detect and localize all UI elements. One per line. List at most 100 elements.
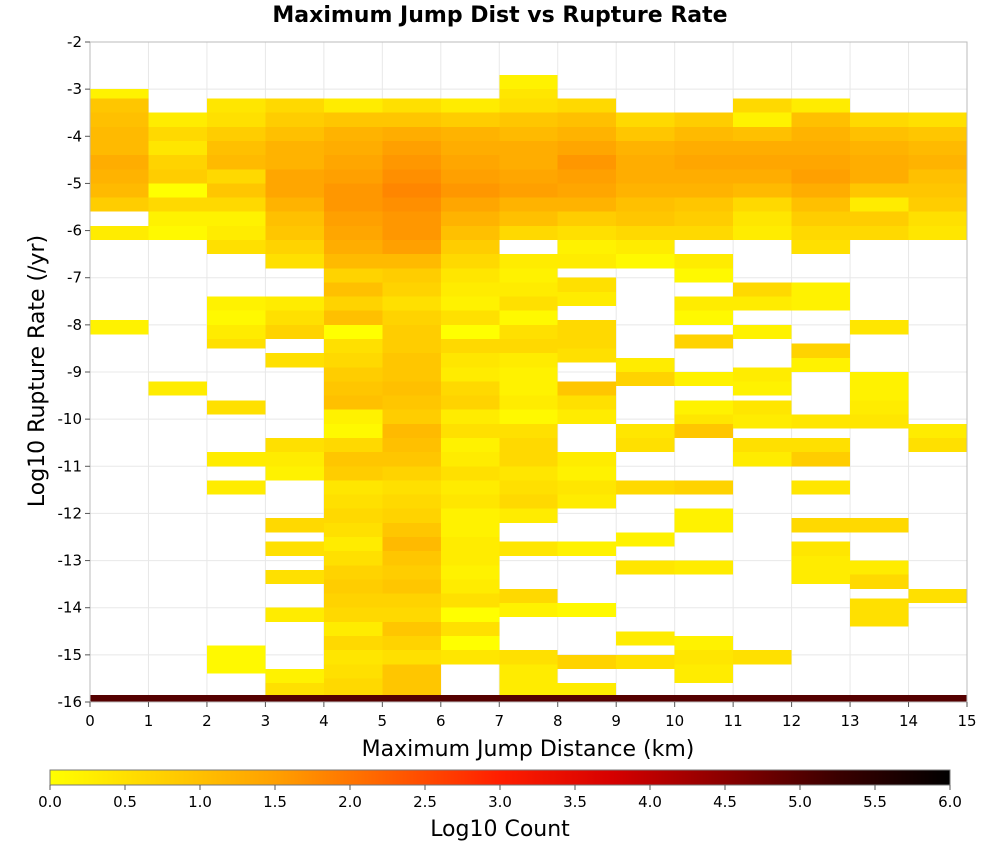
heatmap-cell [382,395,441,410]
heatmap-cell [674,155,734,170]
heatmap-cell [499,395,558,410]
heatmap-cell [499,75,558,90]
heatmap-cell [323,664,383,679]
heatmap-cell [382,409,441,424]
heatmap-cell [499,211,558,226]
heatmap-cell [674,183,734,198]
heatmap-cell [557,654,617,669]
heatmap-cell [674,254,734,269]
heatmap-cell [499,423,558,438]
heatmap-cell [850,141,909,156]
heatmap-cell [850,112,909,127]
heatmap-cell [323,466,383,481]
heatmap-cell [908,112,967,127]
heatmap-cell [499,98,558,113]
heatmap-cell [557,155,617,170]
heatmap-cell [323,211,383,226]
heatmap-cell [206,452,266,467]
heatmap-cell [440,565,500,580]
heatmap-cell [382,381,441,396]
heatmap-cell [265,683,324,698]
heatmap-cell [908,225,967,240]
heatmap-cell [557,683,617,698]
heatmap-cell [557,452,617,467]
y-tick-label: -16 [58,693,83,711]
heatmap-cell [908,155,967,170]
y-tick-label: -12 [58,504,83,522]
heatmap-cell [382,565,441,580]
heatmap-cell [323,621,383,636]
heatmap-cell [265,296,324,311]
heatmap-cell [440,537,500,552]
x-tick-label: 8 [553,712,563,730]
heatmap-cell [733,282,792,297]
colorbar-tick-label: 2.0 [338,793,362,811]
heatmap-cell [499,141,558,156]
heatmap-cell [440,593,500,608]
heatmap-cell [616,480,675,495]
heatmap-cell [791,225,851,240]
heatmap-cell [90,155,149,170]
heatmap-cell [850,225,909,240]
heatmap-cell [323,282,383,297]
heatmap-cell [674,423,734,438]
heatmap-cell [382,155,441,170]
y-tick-label: -7 [67,269,82,287]
heatmap-cell [323,141,383,156]
y-tick-label: -10 [58,410,83,428]
heatmap-cell [265,452,324,467]
heatmap-cell [265,197,324,212]
heatmap-cell [674,480,734,495]
heatmap-cell [440,636,500,651]
heatmap-cell [265,112,324,127]
heatmap-cell [206,480,266,495]
heatmap-cell [499,466,558,481]
heatmap-cell [557,225,617,240]
heatmap-cell [733,400,792,415]
heatmap-cell [499,89,558,99]
heatmap-cell [791,541,851,556]
heatmap-cell [499,353,558,368]
heatmap-cell [440,225,500,240]
heatmap-cell [323,565,383,580]
heatmap-cell [791,98,851,113]
heatmap-cell [557,334,617,349]
heatmap-cell [908,438,967,453]
heatmap-cell [382,508,441,523]
heatmap-cell [206,169,266,184]
heatmap-cell [90,320,149,335]
heatmap-cell [148,169,207,184]
heatmap-cell [850,372,909,401]
heatmap-cell [323,197,383,212]
heatmap-cell [499,541,558,556]
heatmap-cell [557,348,617,363]
heatmap-cell [148,112,207,127]
heatmap-cell [850,560,909,575]
heatmap-cell [206,112,266,127]
heatmap-cell [323,593,383,608]
heatmap-cell [440,579,500,594]
heatmap-cell [382,254,441,269]
heatmap-cell [557,254,617,269]
heatmap-cell [90,183,149,198]
heatmap-cell [908,141,967,156]
y-axis-ticks: -2 -3 -4 -5 -6 -7 -8 -9 -10 -11 -12 -13 -14 -15 -16 [58,33,90,711]
heatmap-cell [440,650,500,665]
heatmap-cell [499,268,558,283]
heatmap-cell [440,183,500,198]
heatmap-cell [90,89,149,99]
heatmap-cell [382,324,441,339]
heatmap-cell [148,381,207,396]
x-tick-label: 2 [202,712,212,730]
heatmap-cell [499,324,558,339]
heatmap-cell [90,98,149,113]
heatmap-cell [206,155,266,170]
heatmap-cell [265,669,324,684]
heatmap-cell [440,480,500,495]
heatmap-cell [499,112,558,127]
colorbar-tick-label: 4.0 [638,793,662,811]
colorbar-tick-label: 2.5 [413,793,437,811]
x-tick-label: 0 [85,712,95,730]
heatmap-cells [90,75,967,702]
colorbar [49,769,951,786]
